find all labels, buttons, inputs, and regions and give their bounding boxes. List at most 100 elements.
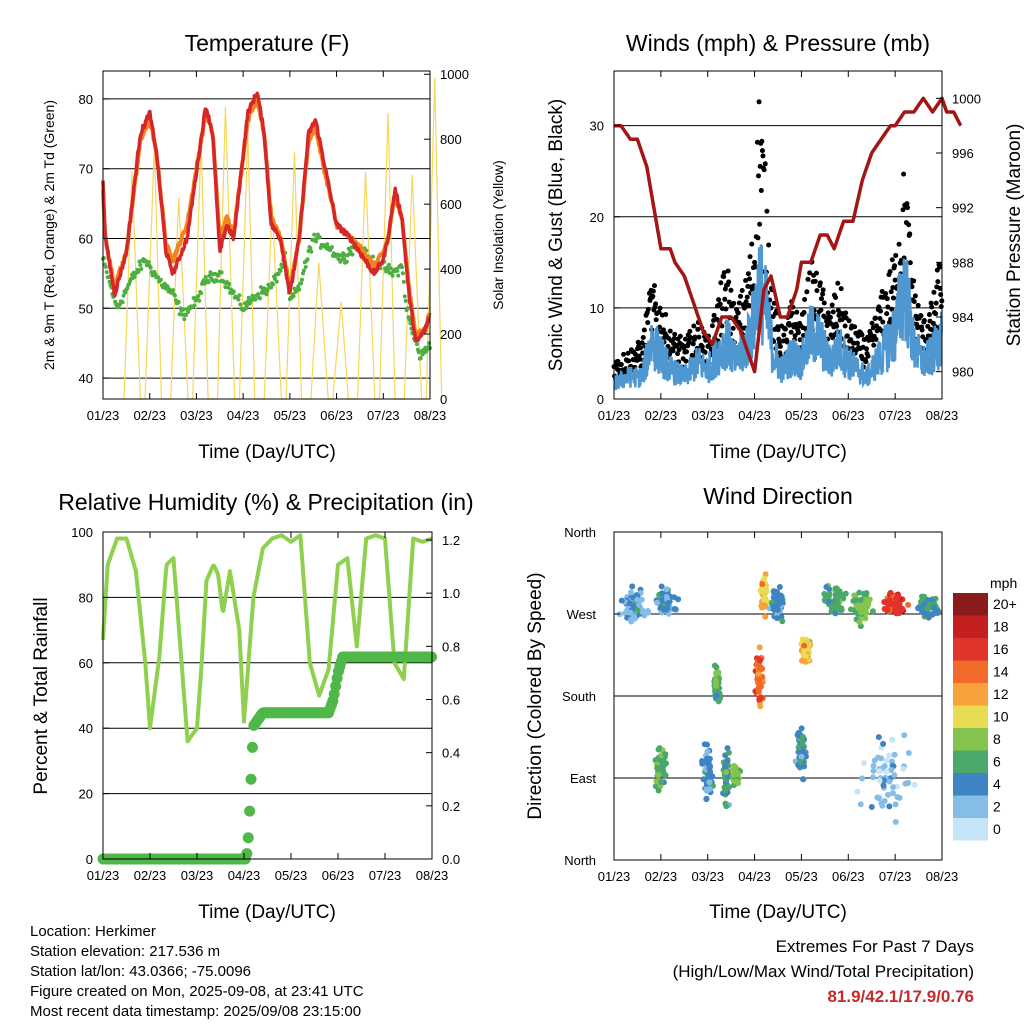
dewpoint-point (165, 284, 170, 289)
location-text: Location: Herkimer (30, 923, 156, 940)
colorbar-label: 20+ (993, 596, 1017, 612)
direction-point (930, 604, 937, 611)
direction-point (911, 781, 918, 788)
direction-point (706, 785, 713, 792)
gust-point (933, 311, 939, 317)
gust-point (892, 263, 898, 269)
gust-point (788, 329, 794, 335)
direction-point (826, 586, 833, 593)
gust-point (759, 138, 765, 144)
winds-xlabel: Time (Day/UTC) (709, 442, 847, 463)
x-tick-label: 01/23 (598, 408, 631, 423)
colorbar-label: 16 (993, 641, 1009, 657)
gust-point (890, 295, 896, 301)
direction-point (931, 610, 938, 617)
gust-point (745, 271, 751, 277)
direction-point (874, 794, 881, 801)
direction-point (891, 751, 898, 758)
gust-point (730, 325, 736, 331)
x-tick-label: 05/23 (785, 408, 818, 423)
direction-point (800, 651, 807, 658)
x-tick-label: 07/23 (369, 868, 402, 883)
direction-point (883, 768, 890, 775)
gust-point (821, 300, 827, 306)
extremes-values: 81.9/42.1/17.9/0.76 (827, 987, 974, 1006)
x-tick-label: 03/23 (691, 869, 724, 884)
gust-point (650, 288, 656, 294)
gust-point (657, 305, 663, 311)
direction-point (886, 752, 893, 759)
direction-point (655, 771, 662, 778)
direction-point (723, 769, 730, 776)
gust-point (820, 287, 826, 293)
gust-point (872, 315, 878, 321)
pressure-line (614, 96, 963, 374)
gust-point (869, 320, 875, 326)
gust-point (822, 314, 828, 320)
direction-point (847, 606, 854, 613)
direction-point (664, 605, 671, 612)
gust-point (863, 359, 869, 365)
created-text: Figure created on Mon, 2025-09-08, at 23… (30, 983, 364, 1000)
gust-point (731, 300, 737, 306)
dewpoint-point (244, 303, 249, 308)
y2-tick-label: 800 (440, 132, 462, 147)
gust-point (919, 327, 925, 333)
gust-point (854, 340, 860, 346)
gust-point (805, 276, 811, 282)
dewpoint-point (325, 242, 330, 247)
colorbar-label: 4 (993, 776, 1001, 792)
y-tick-label: 80 (79, 590, 93, 605)
direction-point (902, 780, 909, 787)
direction-point (826, 591, 833, 598)
gust-point (677, 333, 683, 339)
direction-point (799, 733, 806, 740)
direction-point (770, 603, 777, 610)
dewpoint-point (104, 270, 109, 275)
gust-point (756, 99, 762, 105)
direction-point (905, 601, 912, 608)
gust-point (918, 313, 924, 319)
y2-tick-label: 0.8 (442, 639, 460, 654)
x-tick-label: 06/23 (322, 868, 355, 883)
gust-point (838, 286, 844, 292)
direction-point (706, 763, 713, 770)
dewpoint-point (153, 272, 158, 277)
dewpoint-point (350, 252, 355, 257)
gust-point (846, 318, 852, 324)
dewpoint-point (236, 297, 241, 302)
direction-point (634, 596, 641, 603)
gust-point (900, 207, 906, 213)
x-tick-label: 01/23 (87, 868, 120, 883)
dewpoint-point (172, 293, 177, 298)
gust-point (931, 289, 937, 295)
direction-point (653, 778, 660, 785)
dewpoint-point (125, 286, 130, 291)
dewpoint-point (341, 251, 346, 256)
gust-point (757, 221, 763, 227)
gust-point (933, 300, 939, 306)
direction-point (879, 802, 886, 809)
direction-point (701, 741, 708, 748)
latest-text: Most recent data timestamp: 2025/09/08 2… (30, 1003, 362, 1020)
gust-point (873, 336, 879, 342)
gust-point (640, 335, 646, 341)
wind-direction-ylabel: Direction (Colored By Speed) (525, 572, 546, 819)
gust-point (718, 280, 724, 286)
dewpoint-point (181, 307, 186, 312)
colorbar-swatch (953, 728, 988, 751)
gust-point (883, 291, 889, 297)
direction-point (618, 597, 625, 604)
x-tick-label: 01/23 (87, 408, 120, 423)
y-tick-label: 50 (79, 301, 93, 316)
dewpoint-point (276, 272, 281, 277)
x-tick-label: 07/23 (879, 408, 912, 423)
direction-point (857, 597, 864, 604)
x-tick-label: 04/23 (738, 869, 771, 884)
gust-point (637, 345, 643, 351)
y2-tick-label: 988 (952, 255, 974, 270)
colorbar-swatch (953, 638, 988, 661)
gust-point (863, 346, 869, 352)
y-tick-label: 20 (79, 787, 93, 802)
gust-point (792, 333, 798, 339)
